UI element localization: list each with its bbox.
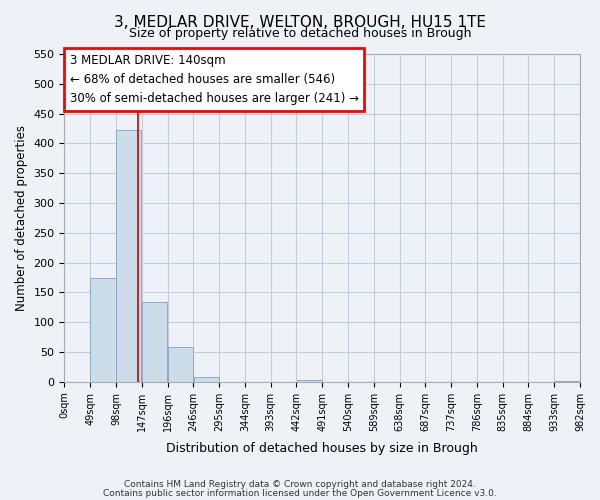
Bar <box>554 380 580 382</box>
Bar <box>142 302 167 382</box>
Bar <box>296 380 322 382</box>
Text: Contains HM Land Registry data © Crown copyright and database right 2024.: Contains HM Land Registry data © Crown c… <box>124 480 476 489</box>
Text: Size of property relative to detached houses in Brough: Size of property relative to detached ho… <box>129 28 471 40</box>
Text: 3 MEDLAR DRIVE: 140sqm
← 68% of detached houses are smaller (546)
30% of semi-de: 3 MEDLAR DRIVE: 140sqm ← 68% of detached… <box>70 54 359 105</box>
Bar <box>91 278 116 382</box>
X-axis label: Distribution of detached houses by size in Brough: Distribution of detached houses by size … <box>166 442 478 455</box>
Text: Contains public sector information licensed under the Open Government Licence v3: Contains public sector information licen… <box>103 488 497 498</box>
Y-axis label: Number of detached properties: Number of detached properties <box>15 125 28 311</box>
Bar <box>116 130 142 382</box>
Bar <box>168 347 193 382</box>
Text: 3, MEDLAR DRIVE, WELTON, BROUGH, HU15 1TE: 3, MEDLAR DRIVE, WELTON, BROUGH, HU15 1T… <box>114 15 486 30</box>
Bar <box>194 377 219 382</box>
